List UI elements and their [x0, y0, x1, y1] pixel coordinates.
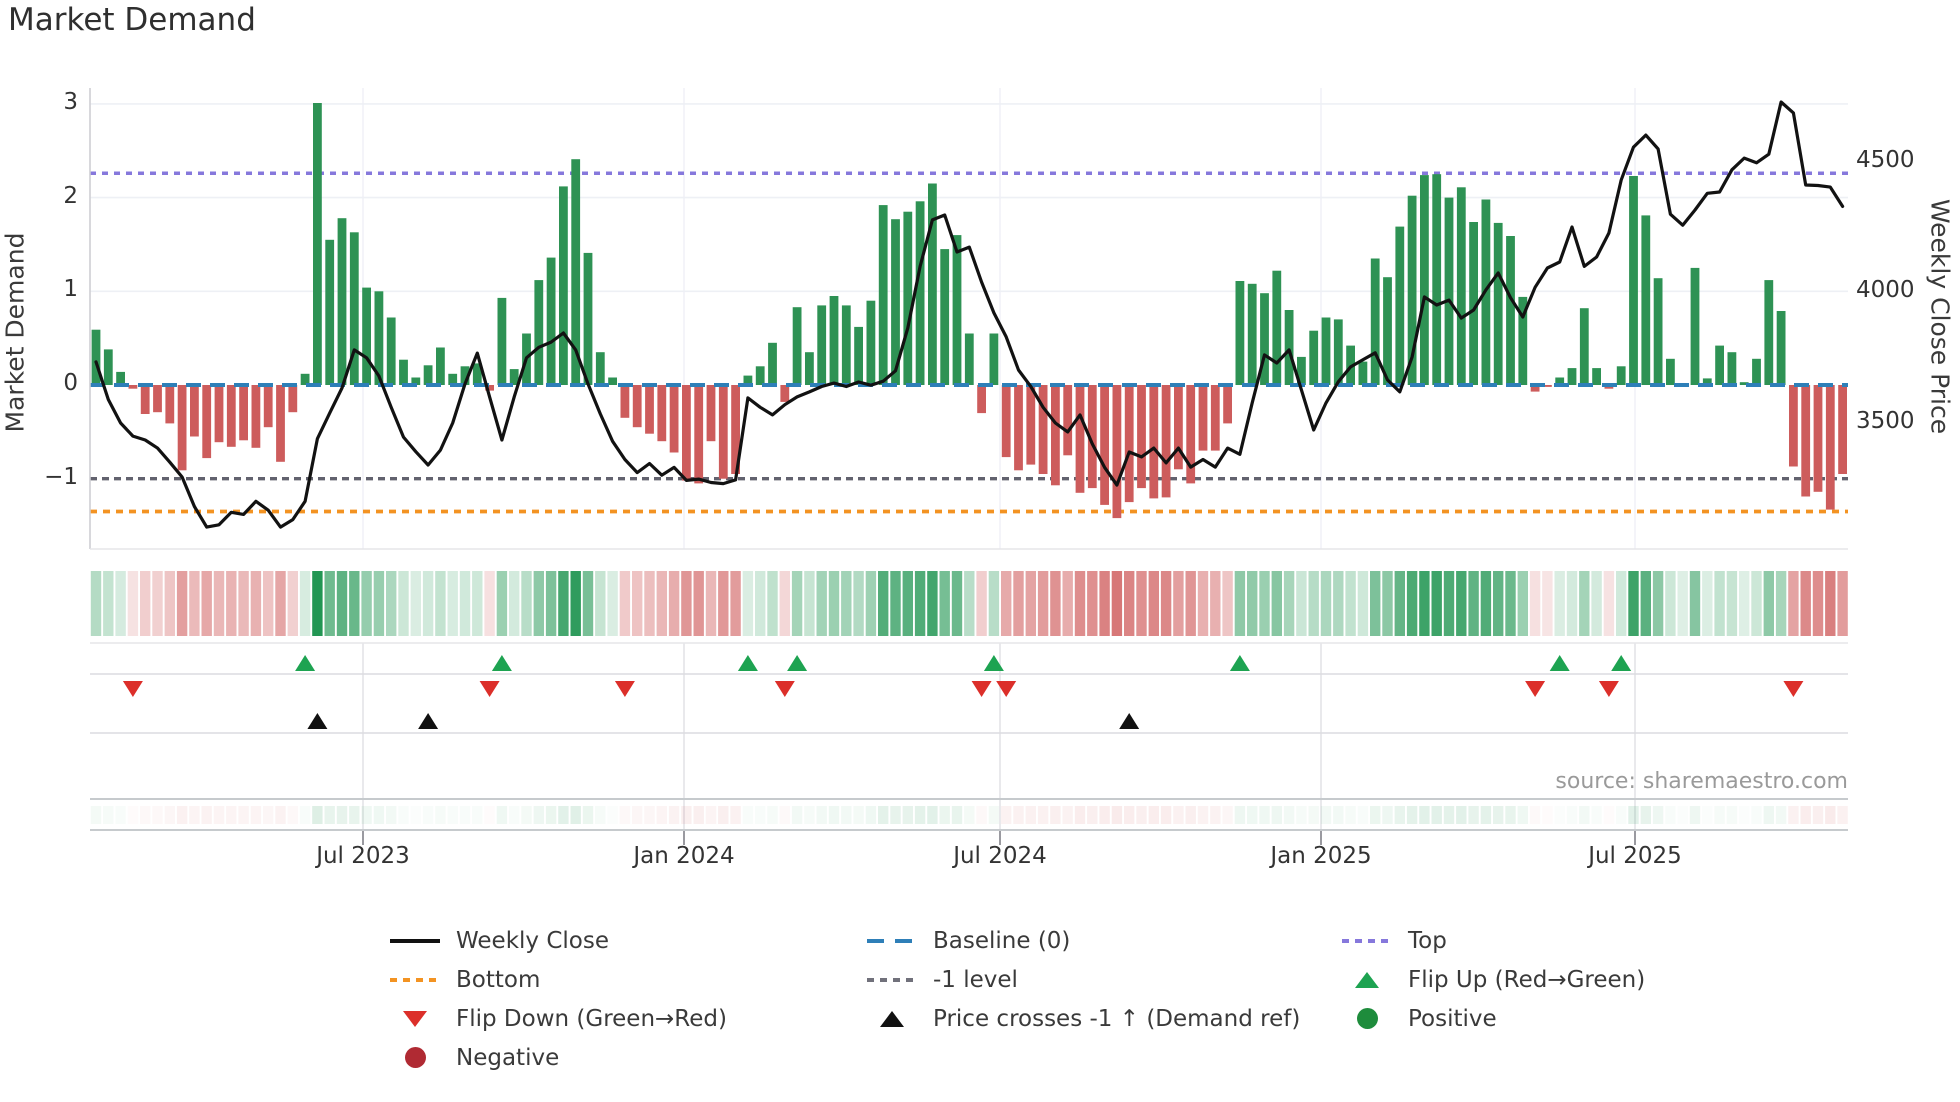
- legend-column: Baseline (0) -1 level Price crosses -1 ↑ (…: [865, 921, 1300, 1038]
- right-axis-title: Weekly Close Price: [1925, 198, 1955, 435]
- legend-item: -1 level: [865, 960, 1300, 999]
- y-tick-label: 2: [63, 183, 78, 209]
- source-label: source: sharemaestro.com: [1555, 769, 1848, 794]
- legend-item-label: Weekly Close: [456, 927, 609, 954]
- legend-item: Baseline (0): [865, 921, 1300, 960]
- legend-item-label: Top: [1408, 927, 1447, 954]
- legend-item: Price crosses -1 ↑ (Demand ref): [865, 999, 1300, 1038]
- legend-item: Bottom: [388, 960, 727, 999]
- flip-down-icon: [388, 1010, 442, 1027]
- legend-item: Flip Down (Green→Red): [388, 999, 727, 1038]
- weekly-close-line-icon: [388, 938, 442, 943]
- legend-item-label: Negative: [456, 1044, 560, 1071]
- positive-dot-icon: [1340, 1008, 1394, 1029]
- legend-item-label: Bottom: [456, 966, 541, 993]
- demand-bars: [91, 103, 1847, 519]
- x-tick-label: Jul 2023: [316, 843, 410, 869]
- bottom-line-icon: [388, 977, 442, 982]
- baseline-line-icon: [865, 938, 919, 943]
- legend-item: Negative: [388, 1038, 727, 1077]
- y-tick-label: 3: [63, 89, 78, 115]
- legend-column: Weekly Close Bottom Flip Down (Green→Red) N…: [388, 921, 727, 1077]
- demand-heatmap-strip: [90, 571, 1848, 824]
- x-tick-label: Jan 2024: [633, 843, 735, 869]
- left-axis-title: Market Demand: [0, 232, 30, 433]
- flip-up-markers: [295, 655, 1632, 671]
- price-cross-icon: [865, 1010, 919, 1027]
- negative-dot-icon: [388, 1047, 442, 1068]
- legend-item-label: Positive: [1408, 1005, 1497, 1032]
- legend-item-label: Baseline (0): [933, 927, 1071, 954]
- flip-up-icon: [1340, 971, 1394, 988]
- legend-column: Top Flip Up (Red→Green) Positive: [1340, 921, 1645, 1038]
- x-tick-label: Jul 2025: [1588, 843, 1682, 869]
- top-line-icon: [1340, 938, 1394, 943]
- flip-down-markers: [122, 681, 1804, 697]
- y-tick-label: 0: [63, 370, 78, 396]
- y-tick-label-right: 4500: [1856, 147, 1915, 173]
- page-title: Market Demand: [8, 2, 256, 38]
- price-cross-markers: [307, 713, 1140, 729]
- legend-item-label: -1 level: [933, 966, 1018, 993]
- y-tick-label-right: 4000: [1856, 277, 1915, 303]
- legend-item: Positive: [1340, 999, 1645, 1038]
- legend-item: Flip Up (Red→Green): [1340, 960, 1645, 999]
- y-tick-label: −1: [44, 464, 78, 490]
- legend-item: Weekly Close: [388, 921, 727, 960]
- legend-item-label: Flip Up (Red→Green): [1408, 966, 1646, 993]
- weekly-close-line: [94, 100, 1845, 529]
- legend-item: Top: [1340, 921, 1645, 960]
- minus-one-line-icon: [865, 977, 919, 982]
- y-tick-label: 1: [63, 276, 78, 302]
- y-tick-label-right: 3500: [1856, 408, 1915, 434]
- x-tick-label: Jul 2024: [953, 843, 1047, 869]
- legend-item-label: Flip Down (Green→Red): [456, 1005, 727, 1032]
- legend-item-label: Price crosses -1 ↑ (Demand ref): [933, 1005, 1301, 1032]
- x-tick-label: Jan 2025: [1270, 843, 1372, 869]
